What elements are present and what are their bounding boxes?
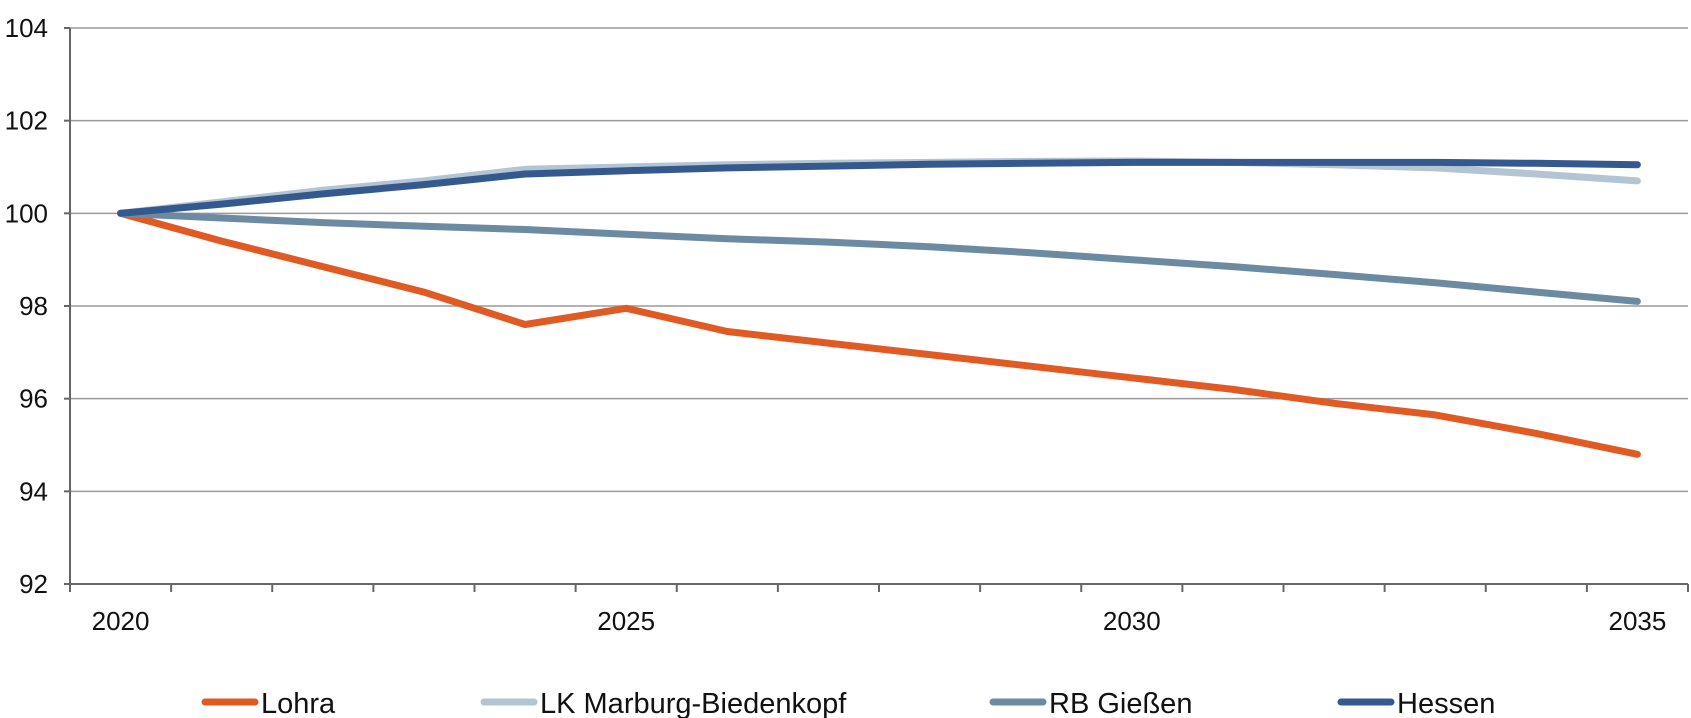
x-tick-label: 2035 bbox=[1609, 606, 1667, 636]
y-tick-label: 98 bbox=[19, 291, 48, 321]
legend-label: RB Gießen bbox=[1049, 688, 1192, 718]
x-tick-label: 2025 bbox=[597, 606, 655, 636]
series-line-rb-gie-en bbox=[117, 209, 1641, 305]
y-tick-label: 96 bbox=[19, 384, 48, 414]
x-tick-label: 2030 bbox=[1103, 606, 1161, 636]
y-tick-label: 100 bbox=[5, 198, 48, 228]
gridlines bbox=[70, 27, 1688, 585]
legend-label: LK Marburg-Biedenkopf bbox=[540, 688, 847, 718]
y-tick-label: 92 bbox=[19, 569, 48, 599]
legend-label: Lohra bbox=[261, 688, 336, 718]
x-tick-label: 2020 bbox=[92, 606, 150, 636]
legend-label: Hessen bbox=[1397, 688, 1495, 718]
series-line-hessen bbox=[117, 158, 1641, 217]
y-tick-label: 104 bbox=[5, 13, 48, 43]
series-lines bbox=[117, 157, 1641, 458]
series-line-lk-marburg-biedenkopf bbox=[117, 157, 1641, 217]
y-tick-label: 94 bbox=[19, 476, 48, 506]
axes: 92 94 96 98 100 102 104 2020 2025 2030 2035 bbox=[5, 13, 1689, 636]
y-tick-label: 102 bbox=[5, 106, 48, 136]
series-line-lohra bbox=[117, 209, 1641, 458]
legend: Lohra LK Marburg-Biedenkopf RB Gießen Hesse… bbox=[201, 688, 1495, 718]
